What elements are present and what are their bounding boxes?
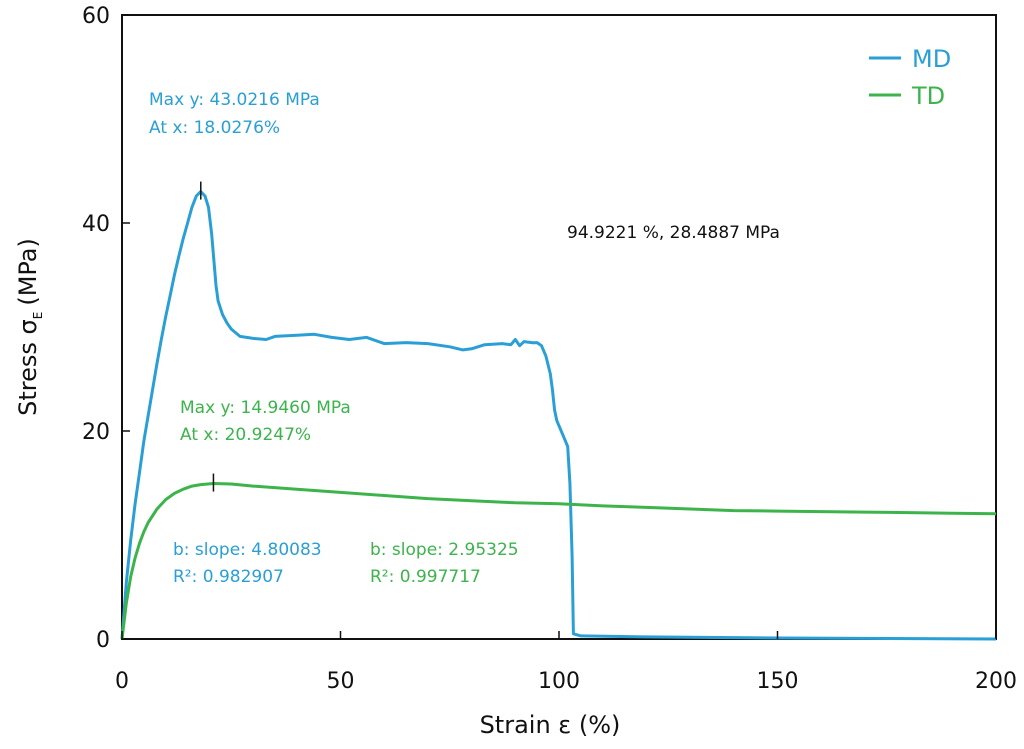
series-line-td — [120, 482, 997, 640]
y-tick-label: 60 — [82, 4, 110, 29]
y-axis-title-main: Stress σ — [14, 319, 42, 416]
series-layer — [120, 190, 997, 641]
svg-text:Stress σE(MPa): Stress σE (MPa) — [14, 238, 45, 416]
td-slope-annotation-line1: b: slope: 2.95325 — [370, 540, 519, 560]
y-axis-title-unit: (MPa) — [14, 238, 42, 306]
md-max-annotation-line2: At x: 18.0276% — [149, 118, 280, 138]
y-axis-title: Stress σE (MPa) — [14, 238, 45, 416]
x-tick-label: 0 — [115, 669, 129, 694]
y-axis-title-subscript: E — [31, 312, 45, 320]
x-tick-label: 150 — [757, 669, 799, 694]
legend-md-label: MD — [912, 45, 951, 73]
md-slope-annotation-line2: R²: 0.982907 — [173, 567, 284, 587]
legend-td-label: TD — [911, 82, 945, 110]
td-slope-annotation-line2: R²: 0.997717 — [370, 567, 481, 587]
y-tick-label: 20 — [82, 420, 110, 445]
y-tick-label: 40 — [82, 212, 110, 237]
x-tick-label: 50 — [327, 669, 355, 694]
x-axis-title: Strain ε (%) — [480, 711, 621, 739]
tick-layer: 0 50 100 150 200 0 20 40 60 — [82, 4, 1017, 694]
td-max-annotation-line1: Max y: 14.9460 MPa — [180, 398, 351, 418]
cursor-readout: 94.9221 %, 28.4887 MPa — [567, 223, 780, 243]
md-max-annotation-line1: Max y: 43.0216 MPa — [149, 90, 320, 110]
x-tick-label: 200 — [975, 669, 1017, 694]
marker-layer — [200, 181, 215, 492]
md-slope-annotation-line1: b: slope: 4.80083 — [173, 540, 322, 560]
y-tick-label: 0 — [96, 628, 110, 653]
x-tick-label: 100 — [538, 669, 580, 694]
legend: MD TD — [869, 45, 951, 110]
series-line-md — [120, 190, 997, 641]
td-max-annotation-line2: At x: 20.9247% — [180, 425, 311, 445]
